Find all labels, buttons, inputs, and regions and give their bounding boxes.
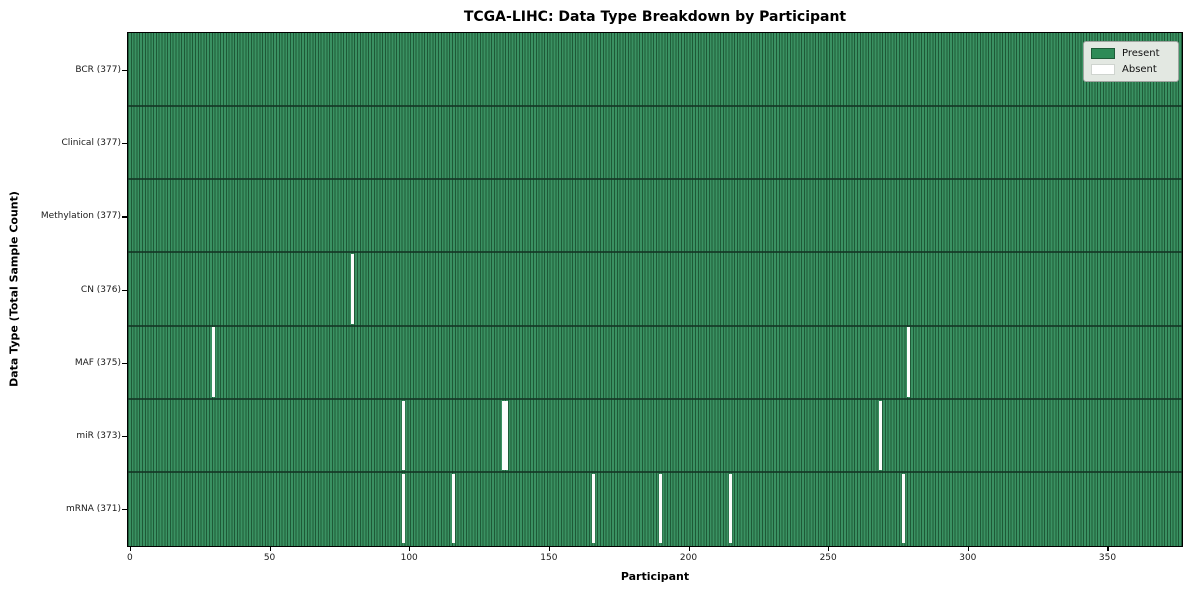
x-tick-mark xyxy=(967,546,969,551)
row-separator xyxy=(128,470,1182,473)
absent-bar-mRNA xyxy=(591,473,595,544)
y-tick-mark xyxy=(122,289,127,291)
legend: Present Absent xyxy=(1083,41,1179,82)
x-tick-mark xyxy=(828,546,830,551)
y-tick-label-mRNA: mRNA (371) xyxy=(66,503,121,514)
row-separator xyxy=(128,397,1182,400)
x-tick-mark xyxy=(409,546,411,551)
y-tick-label-BCR: BCR (377) xyxy=(75,65,121,76)
x-tick-label: 250 xyxy=(819,553,837,563)
y-tick-mark xyxy=(122,362,127,364)
absent-bar-mRNA xyxy=(401,473,405,544)
absent-bar-miR xyxy=(401,400,405,471)
row-separator xyxy=(128,324,1182,327)
y-tick-mark xyxy=(122,508,127,511)
y-tick-label-CN: CN (376) xyxy=(80,284,121,295)
chart-title: TCGA-LIHC: Data Type Breakdown by Partic… xyxy=(463,9,847,25)
x-tick-label: 0 xyxy=(127,553,133,563)
x-tick-label: 100 xyxy=(400,553,418,563)
y-tick-label-MAF: MAF (375) xyxy=(74,357,121,368)
absent-bar-miR xyxy=(502,400,508,471)
absent-bar-mRNA xyxy=(452,473,455,544)
x-tick-mark xyxy=(1107,546,1109,551)
row-separator xyxy=(128,178,1182,181)
absent-bar-mRNA xyxy=(728,473,732,544)
x-tick-mark xyxy=(548,546,551,551)
absent-bar-MAF xyxy=(907,327,911,397)
legend-label-absent: Absent xyxy=(1122,63,1157,75)
row-separator xyxy=(128,105,1182,108)
y-tick-mark xyxy=(122,143,127,145)
absent-bar-miR xyxy=(879,400,883,471)
y-tick-label-Methylation: Methylation (377) xyxy=(40,211,121,222)
x-tick-label: 350 xyxy=(1098,553,1117,563)
x-tick-mark xyxy=(269,546,271,551)
y-tick-mark xyxy=(122,435,127,437)
x-tick-label: 150 xyxy=(540,553,558,563)
x-tick-label: 200 xyxy=(679,553,698,563)
x-tick-label: 300 xyxy=(959,553,977,563)
legend-label-present: Present xyxy=(1122,47,1160,59)
y-tick-mark xyxy=(122,216,127,218)
absent-bar-mRNA xyxy=(901,473,905,544)
y-tick-mark xyxy=(122,70,127,72)
absent-swatch-icon xyxy=(1091,64,1115,75)
present-swatch-icon xyxy=(1091,48,1115,59)
absent-bar-CN xyxy=(351,254,355,324)
plot-area xyxy=(127,32,1183,547)
x-tick-label: 50 xyxy=(263,553,276,563)
y-tick-label-Clinical: Clinical (377) xyxy=(61,138,121,149)
legend-item-absent: Absent xyxy=(1091,64,1170,75)
y-tick-label-miR: miR (373) xyxy=(76,430,121,441)
legend-item-present: Present xyxy=(1091,48,1170,59)
absent-bar-MAF xyxy=(211,327,215,397)
x-axis-title: Participant xyxy=(620,570,690,583)
row-separator xyxy=(128,251,1182,254)
x-tick-mark xyxy=(688,546,690,551)
x-tick-mark xyxy=(129,546,132,551)
absent-bar-mRNA xyxy=(658,473,662,544)
